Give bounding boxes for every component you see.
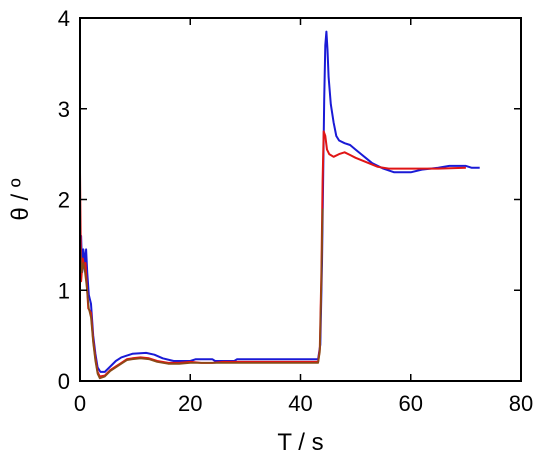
y-tick-label: 0 xyxy=(58,369,70,394)
x-tick-label: 20 xyxy=(178,391,202,416)
x-tick-label: 80 xyxy=(509,391,533,416)
y-axis-title: θ / º xyxy=(7,178,34,220)
y-tick-label: 1 xyxy=(58,278,70,303)
x-tick-label: 0 xyxy=(74,391,86,416)
series-line-3 xyxy=(79,208,324,380)
y-tick-label: 3 xyxy=(58,97,70,122)
x-tick-label: 40 xyxy=(288,391,312,416)
series-line-1 xyxy=(79,30,480,373)
x-axis-title: T / s xyxy=(277,429,323,456)
ticks-layer: 0 20 40 60 80 0 1 2 3 4 xyxy=(58,6,533,416)
series-line-2 xyxy=(79,130,466,378)
y-tick-label: 4 xyxy=(58,6,70,31)
y-tick-label: 2 xyxy=(58,188,70,213)
x-tick-label: 60 xyxy=(399,391,423,416)
plot-frame xyxy=(79,17,522,382)
series-layer xyxy=(79,30,480,380)
